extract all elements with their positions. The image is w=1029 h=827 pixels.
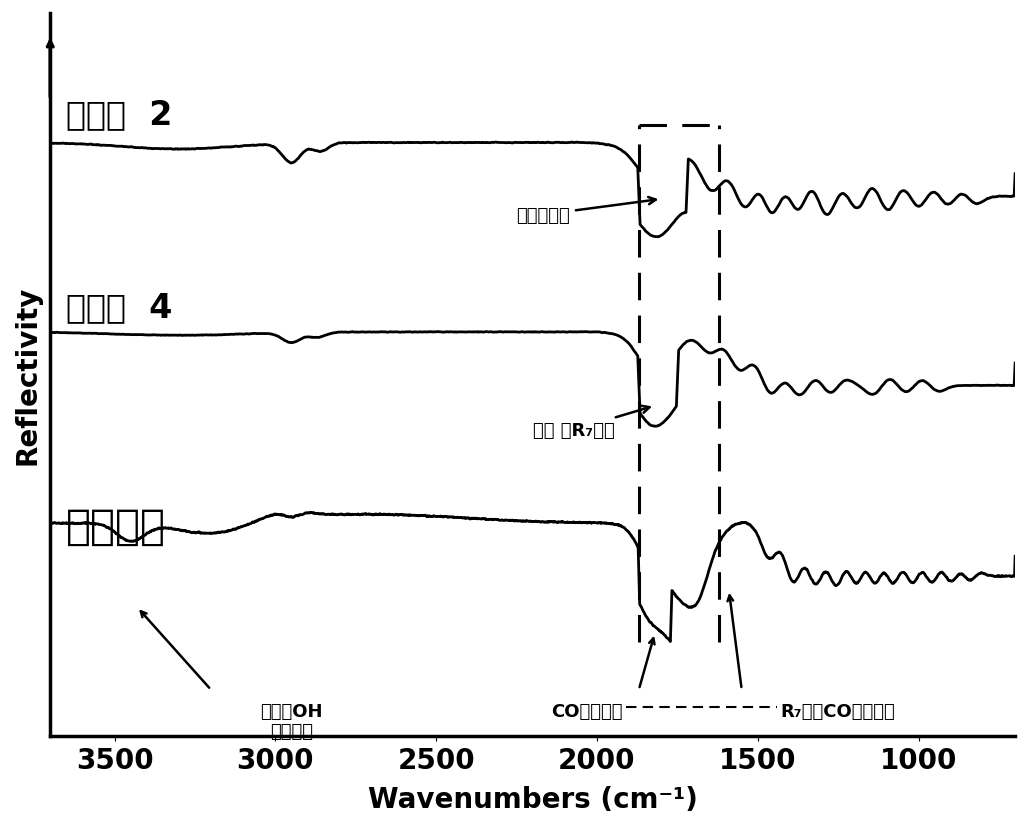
X-axis label: Wavenumbers (cm⁻¹): Wavenumbers (cm⁻¹) (367, 785, 698, 813)
Text: 羧羟基OH: 羧羟基OH (260, 702, 323, 720)
Text: 羟基羟酸: 羟基羟酸 (66, 505, 167, 547)
Y-axis label: Reflectivity: Reflectivity (13, 285, 42, 465)
Text: 比较例  2: 比较例 2 (66, 98, 173, 131)
Text: 混合物结构: 混合物结构 (517, 198, 655, 224)
Text: 仅保 留R₇羟基: 仅保 留R₇羟基 (533, 406, 649, 439)
Text: CO伸缩振动: CO伸缩振动 (552, 702, 623, 720)
Text: 伸缩振动: 伸缩振动 (270, 723, 313, 741)
Text: R₇羧基CO伸缩振动: R₇羧基CO伸缩振动 (780, 702, 895, 720)
Text: 实施例  4: 实施例 4 (66, 290, 173, 323)
